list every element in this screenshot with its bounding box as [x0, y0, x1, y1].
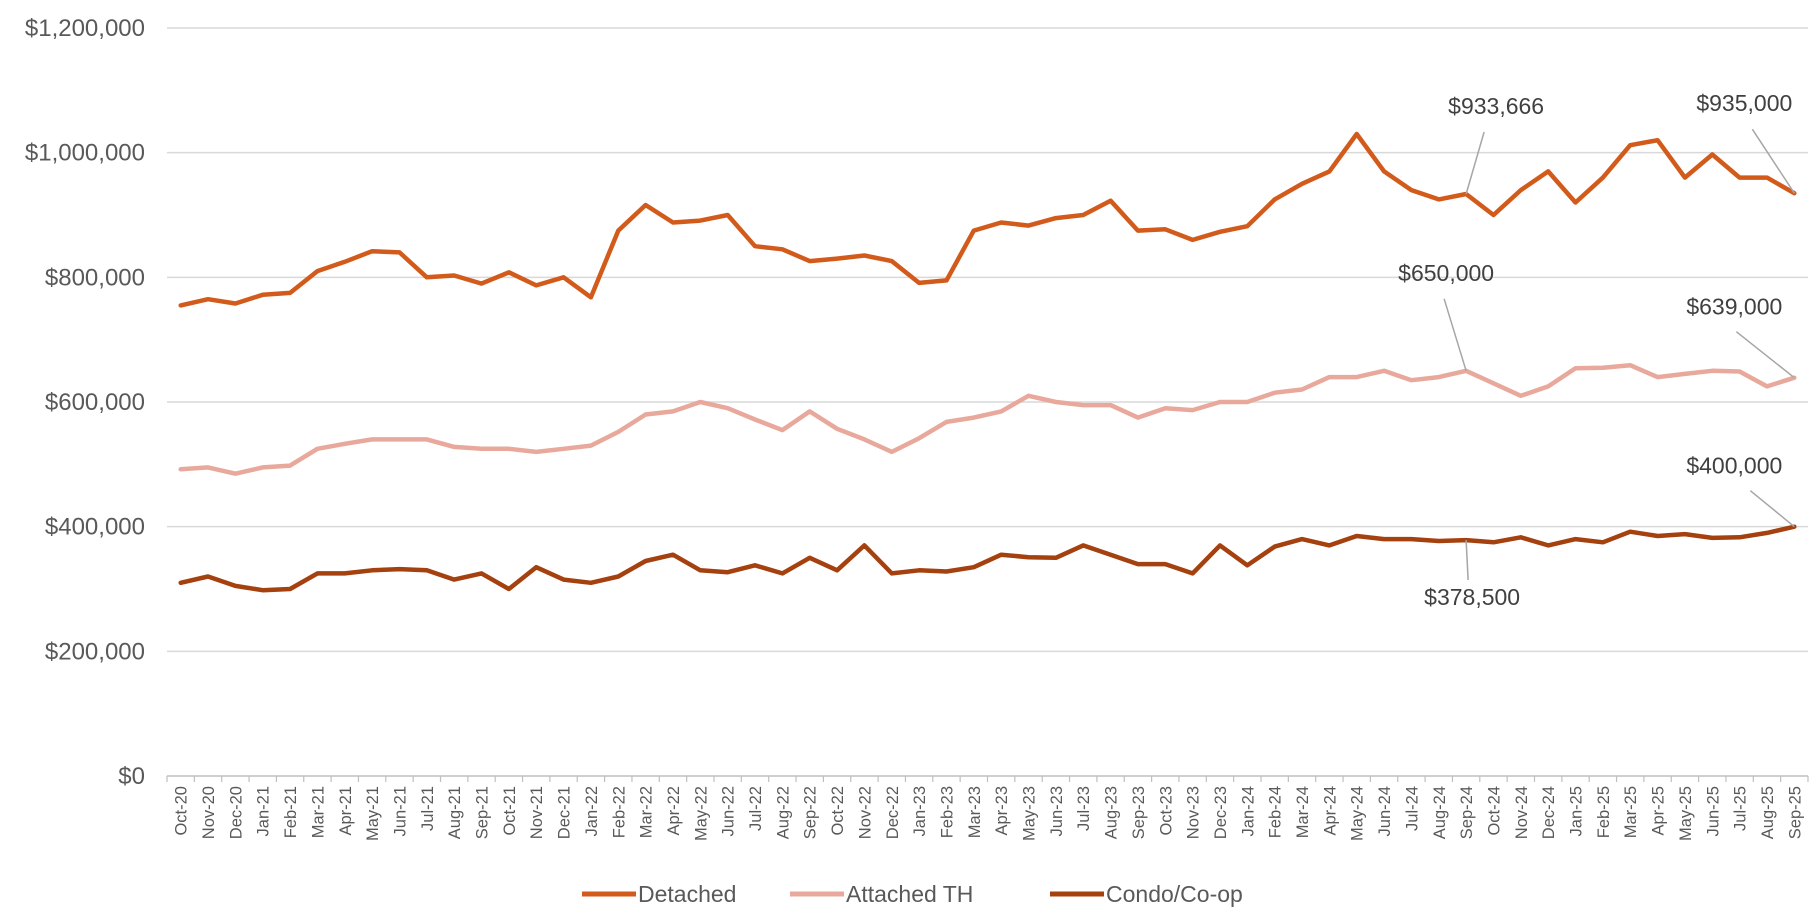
x-tick-label: Nov-24 [1513, 786, 1531, 839]
y-tick-label: $200,000 [45, 638, 145, 665]
legend-label: Attached TH [846, 881, 973, 907]
x-tick-label: Oct-20 [173, 786, 191, 836]
x-tick-label: Oct-23 [1157, 786, 1175, 836]
x-tick-label: Nov-20 [200, 786, 218, 839]
x-tick-label: Jan-21 [255, 786, 273, 836]
leader-line [1749, 490, 1795, 528]
x-tick-label: Mar-24 [1294, 786, 1312, 838]
x-tick-label: Nov-22 [856, 786, 874, 839]
x-tick-label: Dec-21 [556, 786, 574, 839]
x-tick-label: Aug-21 [446, 786, 464, 839]
data-label: $378,500 [1424, 584, 1520, 610]
series-line-attached-th [178, 362, 1797, 476]
x-tick-label: Sep-22 [802, 786, 820, 839]
x-tick-label: Dec-22 [884, 786, 902, 839]
data-label: $650,000 [1398, 260, 1494, 286]
leader-line [1735, 331, 1795, 379]
x-tick-label: Mar-23 [966, 786, 984, 838]
x-tick-label: Feb-24 [1267, 786, 1285, 838]
x-tick-label: Aug-23 [1103, 786, 1121, 839]
y-tick-label: $0 [118, 763, 145, 790]
x-tick-label: Oct-21 [501, 786, 519, 836]
x-tick-label: Feb-22 [610, 786, 628, 838]
legend-label: Condo/Co-op [1106, 881, 1243, 907]
x-tick-label: Mar-22 [638, 786, 656, 838]
x-tick-label: Jul-25 [1732, 786, 1750, 831]
series-line-condo-co-op [178, 524, 1797, 593]
x-tick-label: Sep-21 [474, 786, 492, 839]
x-tick-label: Jan-24 [1239, 786, 1257, 836]
x-tick-label: Dec-20 [227, 786, 245, 839]
data-label: $935,000 [1696, 90, 1792, 116]
x-tick-label: Jun-21 [391, 786, 409, 836]
x-tick-label: Jun-25 [1704, 786, 1722, 836]
leader-line [1465, 131, 1485, 195]
x-tick-label: Sep-25 [1786, 786, 1804, 839]
y-tick-label: $600,000 [45, 389, 145, 416]
x-tick-label: Apr-25 [1650, 786, 1668, 836]
x-tick-label: Aug-24 [1431, 786, 1449, 839]
x-tick-label: Mar-25 [1622, 786, 1640, 838]
x-axis: Oct-20 Nov-20 Dec-20 Jan-21 Feb-21 Mar-21 Apr-… [166, 775, 1809, 841]
x-tick-label: Aug-25 [1759, 786, 1777, 839]
data-label: $400,000 [1686, 453, 1782, 479]
x-tick-label: Nov-21 [528, 786, 546, 839]
series-lines [178, 131, 1797, 593]
x-tick-label: May-24 [1349, 786, 1367, 841]
x-tick-label: May-22 [692, 786, 710, 841]
x-tick-label: Feb-23 [938, 786, 956, 838]
y-tick-label: $1,000,000 [25, 140, 145, 167]
leader-line [1751, 128, 1795, 194]
x-tick-label: Dec-24 [1540, 786, 1558, 839]
data-label: $639,000 [1686, 294, 1782, 320]
x-tick-label: May-21 [364, 786, 382, 841]
y-tick-label: $1,200,000 [25, 15, 145, 42]
x-tick-label: Jan-25 [1568, 786, 1586, 836]
x-tick-label: Apr-21 [337, 786, 355, 836]
x-tick-label: May-25 [1677, 786, 1695, 841]
y-tick-label: $400,000 [45, 514, 145, 541]
x-tick-label: Jul-23 [1075, 786, 1093, 831]
x-tick-label: May-23 [1021, 786, 1039, 841]
x-tick-label: Jun-22 [720, 786, 738, 836]
legend-label: Detached [638, 881, 736, 907]
x-tick-label: Jul-24 [1403, 786, 1421, 831]
x-tick-label: Jan-23 [911, 786, 929, 836]
x-tick-label: Nov-23 [1185, 786, 1203, 839]
x-tick-label: Mar-21 [309, 786, 327, 838]
x-tick-label: Sep-23 [1130, 786, 1148, 839]
x-tick-label: Jun-23 [1048, 786, 1066, 836]
x-tick-label: Apr-23 [993, 786, 1011, 836]
series-line-detached [178, 131, 1797, 308]
x-tick-label: Jun-24 [1376, 786, 1394, 836]
x-tick-label: Feb-25 [1595, 786, 1613, 838]
x-tick-label: Oct-24 [1485, 786, 1503, 836]
x-tick-label: Jul-21 [419, 786, 437, 831]
data-labels: $933,666 $935,000 $650,000 $639,000 $400,000… [1398, 90, 1795, 610]
x-tick-label: Feb-21 [282, 786, 300, 838]
y-axis: $0 $200,000 $400,000 $600,000 $800,000 $1,000… [25, 15, 145, 790]
x-tick-label: Jul-22 [747, 786, 765, 831]
x-tick-label: Aug-22 [774, 786, 792, 839]
x-tick-label: Oct-22 [829, 786, 847, 836]
x-tick-label: Apr-22 [665, 786, 683, 836]
x-tick-label: Apr-24 [1321, 786, 1339, 836]
x-tick-label: Sep-24 [1458, 786, 1476, 839]
x-tick-label: Dec-23 [1212, 786, 1230, 839]
leader-line [1443, 298, 1467, 372]
x-tick-label: Jan-22 [583, 786, 601, 836]
y-tick-label: $800,000 [45, 264, 145, 291]
leader-line [1465, 540, 1469, 581]
data-label: $933,666 [1448, 93, 1544, 119]
legend: Detached Attached TH Condo/Co-op [582, 881, 1243, 907]
gridlines [167, 27, 1808, 653]
